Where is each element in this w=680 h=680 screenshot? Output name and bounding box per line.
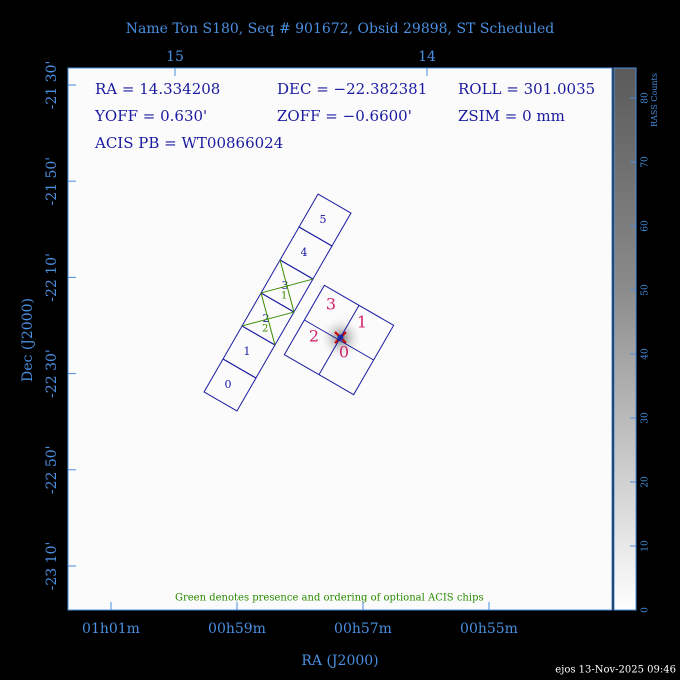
- acis-i-chip-label: 3: [326, 295, 336, 314]
- info-text: ROLL = 301.0035: [458, 80, 595, 98]
- info-text: YOFF = 0.630': [94, 107, 207, 125]
- info-text: ACIS PB = WT00866024: [94, 134, 283, 152]
- y-tick-label: -21 30': [44, 61, 60, 110]
- colorbar-label: RASS Counts: [650, 73, 659, 127]
- top-tick-label: 14: [418, 49, 436, 65]
- info-text: ZSIM = 0 mm: [458, 107, 565, 125]
- optional-chip-label: 2: [262, 324, 268, 335]
- colorbar-tick-label: 60: [641, 220, 651, 232]
- optional-chip-cross: [279, 259, 295, 313]
- acis-s-chip: [298, 193, 352, 247]
- x-tick-label: 00h55m: [460, 621, 518, 637]
- y-tick-label: -22 50': [44, 445, 60, 494]
- colorbar-tick-label: 80: [641, 92, 651, 104]
- acis-s-chip-label: 5: [320, 213, 327, 226]
- x-tick-label: 01h01m: [82, 621, 140, 637]
- colorbar-tick-label: 10: [641, 540, 651, 552]
- note: Green denotes presence and ordering of o…: [175, 593, 484, 604]
- colorbar-tick-label: 20: [641, 476, 651, 488]
- title: Name Ton S180, Seq # 901672, Obsid 29898…: [126, 21, 555, 37]
- acis-s-chip-label: 1: [244, 345, 251, 358]
- acis-i-chip-label: 0: [339, 343, 349, 362]
- y-tick-label: -23 10': [44, 542, 60, 591]
- footer: ejos 13-Nov-2025 09:46: [555, 665, 676, 676]
- x-tick-label: 00h57m: [334, 621, 392, 637]
- optional-chip-cross: [260, 292, 276, 346]
- optional-chip-label: 1: [281, 291, 287, 302]
- colorbar: [613, 67, 637, 611]
- colorbar-tick-label: 0: [641, 607, 651, 613]
- acis-i-chip-label: 1: [357, 313, 367, 332]
- acis-s-chip-label: 0: [225, 378, 232, 391]
- info-text: ZOFF = −0.6600': [277, 107, 412, 125]
- colorbar-tick-label: 40: [641, 348, 651, 360]
- y-axis-label: Dec (J2000): [20, 298, 36, 382]
- acis-i-divider: [304, 319, 374, 361]
- x-axis-label: RA (J2000): [301, 653, 378, 669]
- acis-i-array: [283, 284, 395, 396]
- colorbar-tick-label: 30: [641, 412, 651, 424]
- y-tick-label: -22 10': [44, 253, 60, 302]
- y-tick-label: -22 30': [44, 349, 60, 398]
- acis-s-chip-label: 3: [282, 279, 289, 292]
- x-tick-label: 00h59m: [208, 621, 266, 637]
- acis-s-chip-label: 2: [263, 312, 270, 325]
- y-tick-label: -21 50': [44, 157, 60, 206]
- colorbar-tick-label: 70: [641, 156, 651, 168]
- top-tick-label: 15: [166, 49, 184, 65]
- colorbar-tick-label: 50: [641, 284, 651, 296]
- acis-i-chip-label: 2: [309, 327, 319, 346]
- acis-s-chip-label: 4: [301, 246, 308, 259]
- info-text: DEC = −22.382381: [277, 80, 427, 98]
- info-text: RA = 14.334208: [95, 80, 220, 98]
